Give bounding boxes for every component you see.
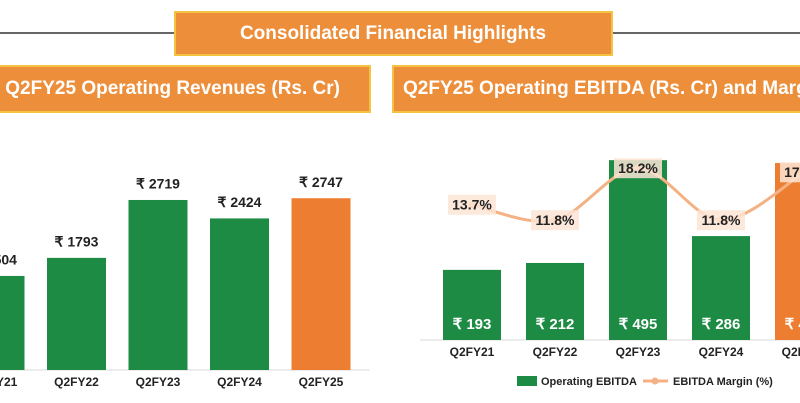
- bar: [47, 257, 106, 370]
- bar: [692, 236, 750, 340]
- data-label: ₹ 1504: [0, 252, 17, 268]
- legend-label: Operating EBITDA: [541, 376, 637, 388]
- label-box: [531, 210, 579, 231]
- bar: [128, 199, 188, 370]
- label-box: [697, 210, 745, 231]
- data-label: ₹ 2424: [218, 194, 262, 210]
- data-label: 11.8%: [702, 212, 741, 228]
- title-box: [174, 11, 613, 56]
- bar: [0, 275, 25, 370]
- bar: [609, 160, 667, 340]
- x-tick-label: Q2FY21: [450, 345, 495, 359]
- bar: [443, 269, 501, 340]
- data-label: 13.7%: [452, 196, 492, 212]
- data-label: ₹ 286: [702, 316, 741, 333]
- data-label: 11.8%: [536, 212, 575, 228]
- chart-title: Q2FY25 Operating EBITDA (Rs. Cr) and Mar…: [403, 78, 800, 99]
- label-box: [448, 194, 496, 215]
- x-tick-label: Q2FY25: [299, 375, 344, 389]
- data-label: ₹ 487: [785, 316, 800, 333]
- data-label: ₹ 495: [619, 316, 658, 333]
- legend-label: EBITDA Margin (%): [673, 376, 773, 388]
- chart-title-box: [0, 65, 371, 113]
- bar: [210, 218, 269, 370]
- x-tick-label: Q2FY23: [616, 345, 661, 359]
- data-label: 17.7%: [784, 164, 800, 180]
- chart-title: Q2FY25 Operating Revenues (Rs. Cr): [5, 78, 340, 99]
- x-tick-label: Q2FY24: [699, 345, 744, 359]
- x-tick-label: Q2FY21: [0, 375, 18, 389]
- label-box: [780, 162, 800, 183]
- bar: [291, 198, 351, 370]
- x-tick-label: Q2FY24: [217, 375, 262, 389]
- legend-swatch: [517, 376, 537, 386]
- page-title: Consolidated Financial Highlights: [240, 23, 546, 44]
- data-label: ₹ 193: [453, 316, 492, 333]
- bar: [526, 262, 584, 340]
- data-label: 18.2%: [618, 160, 658, 176]
- data-label: ₹ 2719: [136, 176, 180, 192]
- legend-marker: [651, 377, 659, 385]
- x-tick-label: Q2FY25: [782, 345, 800, 359]
- chart-title-box: [392, 65, 800, 113]
- data-label: ₹ 2747: [299, 174, 343, 190]
- data-label: ₹ 212: [536, 316, 575, 333]
- x-tick-label: Q2FY23: [136, 375, 181, 389]
- x-tick-label: Q2FY22: [533, 345, 578, 359]
- label-box: [614, 158, 662, 179]
- x-tick-label: Q2FY22: [54, 375, 99, 389]
- data-label: ₹ 1793: [55, 234, 99, 250]
